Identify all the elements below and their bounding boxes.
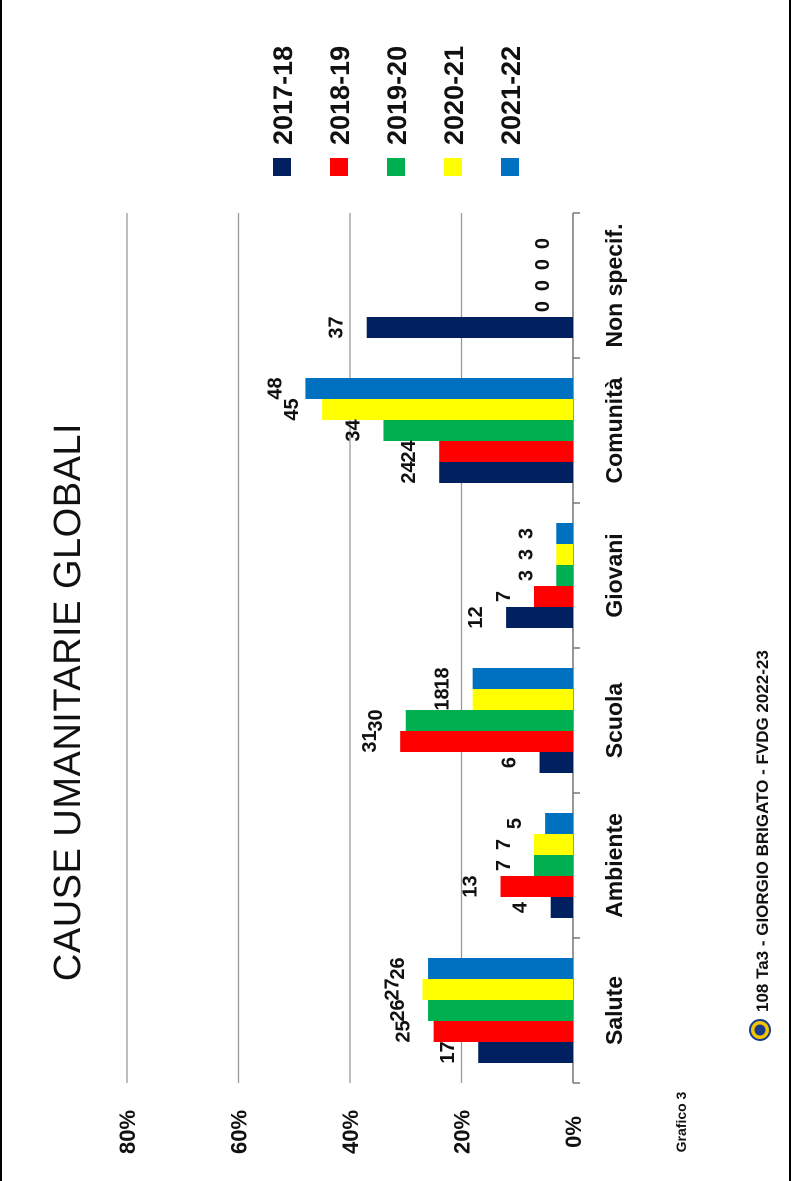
data-label-ambiente-2018-19: 13 xyxy=(460,875,482,897)
category-label-non-specif: Non specif. xyxy=(601,224,627,348)
legend-swatch-2019-20 xyxy=(387,158,405,176)
category-label-ambiente: Ambiente xyxy=(601,813,627,918)
data-label-comunita-2017-18: 24 xyxy=(398,461,420,484)
data-label-scuola-2021-22: 18 xyxy=(432,667,454,689)
data-label-salute-2019-20: 26 xyxy=(387,999,409,1021)
bars xyxy=(305,317,573,1063)
data-label-ambiente-2019-20: 7 xyxy=(493,860,515,871)
data-label-non-specif-2021-22: 0 xyxy=(532,238,554,249)
data-label-scuola-2018-19: 31 xyxy=(359,730,381,752)
category-labels: Salute Ambiente Scuola Giovani Comunità Non s… xyxy=(601,224,627,1046)
data-label-scuola-2019-20: 30 xyxy=(365,709,387,731)
chart-title: CAUSE UMANITARIE GLOBALI xyxy=(47,423,89,981)
data-label-salute-2018-19: 25 xyxy=(393,1020,415,1042)
legend-label-2021-22: 2021-22 xyxy=(496,46,526,145)
data-label-giovani-2017-18: 12 xyxy=(465,606,487,628)
bar-non-specif-2017-18 xyxy=(366,317,573,338)
bar-comunita-2017-18 xyxy=(439,462,573,483)
bar-giovani-2018-19 xyxy=(533,586,573,607)
bar-giovani-2017-18 xyxy=(506,607,573,628)
data-label-non-specif-2018-19: 0 xyxy=(532,301,554,312)
legend-label-2018-19: 2018-19 xyxy=(325,46,355,145)
bar-scuola-2021-22 xyxy=(472,668,573,689)
data-label-giovani-2019-20: 3 xyxy=(515,570,537,581)
legend-label-2019-20: 2019-20 xyxy=(382,46,412,145)
lions-club-logo-icon xyxy=(749,1019,771,1041)
data-label-salute-2017-18: 17 xyxy=(437,1041,459,1063)
bar-scuola-2019-20 xyxy=(405,710,573,731)
y-tick-label: 0% xyxy=(561,1116,586,1148)
bar-salute-2017-18 xyxy=(478,1042,573,1063)
bar-giovani-2019-20 xyxy=(556,565,573,586)
data-label-giovani-2021-22: 3 xyxy=(515,528,537,539)
data-label-comunita-2021-22: 48 xyxy=(264,377,286,399)
bar-salute-2018-19 xyxy=(433,1021,573,1042)
data-label-ambiente-2020-21: 7 xyxy=(493,839,515,850)
data-label-scuola-2020-21: 18 xyxy=(432,688,454,710)
gridlines xyxy=(126,212,580,1084)
legend-swatch-2017-18 xyxy=(273,158,291,176)
y-tick-label: 80% xyxy=(115,1110,140,1154)
data-label-comunita-2018-19: 24 xyxy=(398,440,420,463)
bar-salute-2020-21 xyxy=(422,979,573,1000)
category-label-scuola: Scuola xyxy=(601,683,627,759)
bar-scuola-2018-19 xyxy=(400,731,573,752)
data-label-comunita-2019-20: 34 xyxy=(342,419,364,442)
bar-scuola-2017-18 xyxy=(539,752,573,773)
legend: 2017-18 2018-19 2019-20 2020-21 2021-22 xyxy=(268,46,526,176)
axis-ticks: 0% 20% 40% 60% 80% xyxy=(115,1110,586,1154)
category-label-comunita: Comunità xyxy=(601,377,627,483)
bar-ambiente-2020-21 xyxy=(533,834,573,855)
bar-giovani-2020-21 xyxy=(556,544,573,565)
data-label-non-specif-2017-18: 37 xyxy=(326,316,348,338)
y-tick-label: 40% xyxy=(338,1110,363,1154)
bar-scuola-2020-21 xyxy=(472,689,573,710)
bar-ambiente-2018-19 xyxy=(500,876,573,897)
bar-comunita-2019-20 xyxy=(383,420,573,441)
y-tick-label: 20% xyxy=(450,1110,475,1154)
data-label-ambiente-2021-22: 5 xyxy=(504,818,526,829)
bar-salute-2019-20 xyxy=(428,1000,573,1021)
bar-comunita-2018-19 xyxy=(439,441,573,462)
legend-swatch-2021-22 xyxy=(501,158,519,176)
bar-ambiente-2021-22 xyxy=(545,813,573,834)
category-label-salute: Salute xyxy=(601,976,627,1045)
data-label-non-specif-2019-20: 0 xyxy=(532,280,554,291)
data-label-giovani-2018-19: 7 xyxy=(493,591,515,602)
bar-ambiente-2019-20 xyxy=(533,855,573,876)
data-label-salute-2020-21: 27 xyxy=(381,978,403,1000)
chart-number-label: Grafico 3 xyxy=(673,1091,689,1152)
data-label-ambiente-2017-18: 4 xyxy=(510,901,532,913)
bar-comunita-2021-22 xyxy=(305,378,573,399)
bar-giovani-2021-22 xyxy=(556,523,573,544)
data-label-salute-2021-22: 26 xyxy=(387,957,409,979)
bar-ambiente-2017-18 xyxy=(550,897,573,918)
data-label-scuola-2017-18: 6 xyxy=(499,757,521,768)
footer-credit: 108 Ta3 - GIORGIO BRIGATO - FVDG 2022-23 xyxy=(753,650,772,1012)
data-labels: 1725262726413775631301818127333242434454… xyxy=(264,238,554,1064)
legend-label-2017-18: 2017-18 xyxy=(268,46,298,145)
y-tick-label: 60% xyxy=(227,1110,252,1154)
category-label-giovani: Giovani xyxy=(601,533,627,617)
bar-comunita-2020-21 xyxy=(322,399,573,420)
data-label-comunita-2020-21: 45 xyxy=(281,398,303,420)
data-label-non-specif-2020-21: 0 xyxy=(532,259,554,270)
bar-salute-2021-22 xyxy=(428,958,573,979)
legend-swatch-2020-21 xyxy=(444,158,462,176)
legend-swatch-2018-19 xyxy=(330,158,348,176)
legend-label-2020-21: 2020-21 xyxy=(439,46,469,145)
data-label-giovani-2020-21: 3 xyxy=(515,549,537,560)
